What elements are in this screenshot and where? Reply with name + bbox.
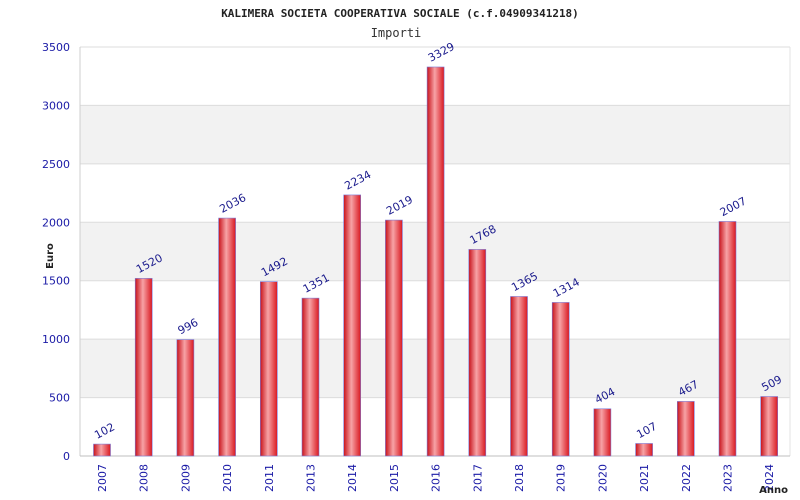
value-label: 996 — [176, 316, 201, 337]
value-label: 2234 — [343, 168, 374, 193]
y-tick-label: 1500 — [42, 275, 70, 288]
bar — [551, 302, 570, 457]
y-tick-label: 3500 — [42, 41, 70, 54]
bar — [718, 221, 737, 457]
bar — [426, 66, 445, 457]
y-tick-label: 3000 — [42, 99, 70, 112]
value-label: 2007 — [718, 194, 749, 219]
x-tick-label: 2020 — [596, 464, 609, 492]
value-label: 102 — [92, 420, 117, 441]
bar — [301, 297, 320, 457]
x-tick-label: 2007 — [96, 464, 109, 492]
y-tick-label: 1000 — [42, 333, 70, 346]
bar — [176, 339, 195, 457]
chart-subtitle: Importi — [371, 26, 422, 40]
x-tick-label: 2015 — [388, 464, 401, 492]
bar — [593, 408, 612, 457]
bar — [343, 194, 362, 457]
x-axis-label: Anno — [759, 485, 788, 496]
bar — [510, 296, 528, 457]
x-tick-label: 2018 — [513, 464, 526, 492]
bar — [93, 443, 111, 457]
bar — [635, 443, 653, 457]
y-axis-ticks: 0 500 1000 1500 2000 2500 3000 3500 — [42, 41, 70, 463]
y-tick-label: 2500 — [42, 158, 70, 171]
x-tick-label: 2009 — [179, 464, 192, 492]
x-tick-label: 2008 — [138, 464, 151, 492]
x-tick-label: 2022 — [680, 464, 693, 492]
y-tick-label: 500 — [49, 392, 70, 405]
x-tick-label: 2019 — [555, 464, 568, 492]
x-axis-ticks: 2007 2008 2009 2010 2011 2013 2014 2015 2016 2017… — [96, 464, 776, 492]
x-tick-label: 2014 — [346, 464, 359, 492]
chart-title: KALIMERA SOCIETA COOPERATIVA SOCIALE (c.… — [221, 7, 579, 20]
bars — [93, 66, 779, 457]
bar — [218, 217, 236, 457]
bar — [259, 281, 278, 457]
x-tick-label: 2011 — [263, 464, 276, 492]
x-tick-label: 2017 — [471, 464, 484, 492]
value-label: 2036 — [217, 191, 248, 216]
y-axis-label: Euro — [45, 243, 56, 269]
bar — [134, 278, 153, 457]
value-label: 2019 — [384, 193, 415, 218]
y-tick-label: 0 — [63, 450, 70, 463]
bar — [676, 401, 695, 457]
value-label: 3329 — [426, 40, 457, 65]
x-tick-label: 2021 — [638, 464, 651, 492]
x-tick-label: 2013 — [305, 464, 318, 492]
x-tick-label: 2023 — [722, 464, 735, 492]
bar — [385, 219, 403, 457]
x-tick-label: 2010 — [221, 464, 234, 492]
bar — [760, 396, 779, 457]
bar — [468, 249, 487, 457]
y-tick-label: 2000 — [42, 216, 70, 229]
value-label: 107 — [634, 420, 659, 441]
x-tick-label: 2016 — [430, 464, 443, 492]
x-tick-label: 2024 — [763, 464, 776, 492]
